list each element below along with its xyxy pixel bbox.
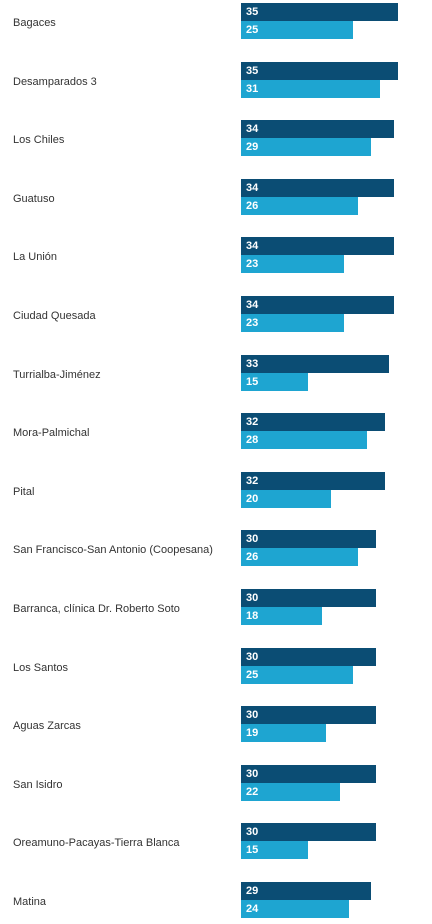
category-label: San Francisco-San Antonio (Coopesana) [13,544,213,557]
category-label: La Unión [13,251,58,264]
bar-value-label: 34 [246,181,259,194]
bar-series-1: 30 [241,647,376,666]
category-row: Los Santos 30 25 [0,647,432,688]
bar-value-label: 34 [246,240,259,253]
bar-value-label: 30 [246,767,259,780]
bar-value-label: 30 [246,650,259,663]
bar-series-1: 34 [241,296,394,314]
bar-series-1: 35 [241,61,398,80]
category-row: Matina 29 24 [0,882,432,922]
bar-value-label: 25 [246,668,259,681]
bar-value-label: 18 [246,610,259,622]
bar-series-2: 23 [241,255,344,274]
category-label: Mora-Palmichal [13,427,90,440]
bar-value-label: 35 [246,6,259,18]
category-label: Pital [13,485,35,498]
category-label: Turrialba-Jiménez [13,368,101,381]
category-label: San Isidro [13,778,63,791]
bar-value-label: 30 [246,592,259,604]
bar-value-label: 15 [246,375,259,388]
bar-series-1: 30 [241,764,376,783]
bar-value-label: 32 [246,416,259,429]
bar-series-2: 26 [241,548,358,567]
category-label: Desamparados 3 [13,75,97,88]
bar-series-1: 33 [241,354,389,373]
category-row: Bagaces 35 25 [0,3,432,43]
bar-series-1: 30 [241,706,376,725]
bar-series-2: 26 [241,196,358,215]
category-label: Ciudad Quesada [13,310,96,322]
bar-value-label: 30 [246,533,259,546]
category-row: La Unión 34 23 [0,237,432,277]
bar-series-2: 15 [241,372,308,391]
bar-series-1: 32 [241,471,385,490]
bar-series-2: 24 [241,900,349,918]
category-label: Matina [13,896,47,908]
category-label: Barranca, clínica Dr. Roberto Soto [13,603,180,615]
bar-series-1: 34 [241,178,394,197]
bar-series-1: 30 [241,823,376,842]
category-row: Los Chiles 34 29 [0,120,432,160]
bar-value-label: 35 [246,64,259,77]
bar-value-label: 23 [246,258,259,271]
bar-value-label: 28 [246,434,259,447]
category-row: San Francisco-San Antonio (Coopesana) 30 2… [0,530,432,570]
bar-series-2: 18 [241,607,322,625]
bar-value-label: 24 [246,903,259,915]
category-row: Turrialba-Jiménez 33 15 [0,354,432,395]
category-row: Guatuso 34 26 [0,178,432,219]
bar-series-2: 15 [241,841,308,860]
bar-series-2: 25 [241,21,353,39]
bar-series-2: 23 [241,314,344,332]
category-row: Mora-Palmichal 32 28 [0,413,432,453]
bar-series-1: 34 [241,237,394,256]
category-row: Barranca, clínica Dr. Roberto Soto 30 18 [0,589,432,629]
category-row: San Isidro 30 22 [0,764,432,805]
bar-series-2: 31 [241,79,380,98]
category-label: Bagaces [13,17,56,29]
bar-value-label: 33 [246,357,259,370]
bar-value-label: 34 [246,299,259,311]
bar-series-1: 30 [241,530,376,549]
category-label: Oreamuno-Pacayas-Tierra Blanca [13,837,180,850]
bar-value-label: 23 [246,317,259,329]
bar-series-2: 29 [241,138,371,157]
category-row: Aguas Zarcas 30 19 [0,706,432,746]
category-label: Guatuso [13,192,55,205]
bar-value-label: 29 [246,141,259,154]
bar-value-label: 30 [246,709,259,722]
category-label: Los Chiles [13,134,65,147]
category-label: Aguas Zarcas [13,720,81,733]
category-row: Ciudad Quesada 34 23 [0,296,432,336]
bar-value-label: 26 [246,199,259,212]
category-label: Los Santos [13,661,69,674]
bar-value-label: 32 [246,474,259,487]
category-row: Pital 32 20 [0,471,432,512]
bar-series-1: 32 [241,413,385,432]
bar-value-label: 19 [246,727,259,740]
bar-value-label: 22 [246,785,259,798]
bar-value-label: 25 [246,24,259,36]
bar-value-label: 15 [246,844,259,857]
bar-value-label: 31 [246,82,259,95]
bar-series-2: 28 [241,431,367,450]
bar-series-1: 29 [241,882,371,900]
bar-series-2: 20 [241,489,331,508]
bar-series-2: 19 [241,724,326,743]
bar-value-label: 26 [246,551,259,564]
category-row: Desamparados 3 35 31 [0,61,432,102]
bar-series-1: 34 [241,120,394,139]
bar-series-1: 35 [241,3,398,21]
bar-series-2: 22 [241,782,340,801]
bar-value-label: 34 [246,123,259,136]
bar-value-label: 29 [246,885,259,897]
bar-value-label: 20 [246,492,259,505]
bar-series-1: 30 [241,589,376,607]
bar-series-2: 25 [241,665,353,684]
bar-value-label: 30 [246,826,259,839]
category-row: Oreamuno-Pacayas-Tierra Blanca 30 15 [0,823,432,863]
